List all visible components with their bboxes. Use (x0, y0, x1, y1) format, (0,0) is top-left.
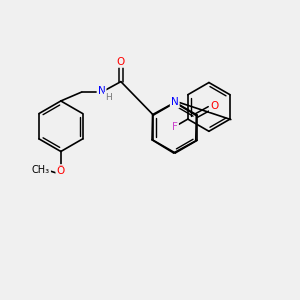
Text: H: H (105, 93, 112, 102)
Text: N: N (98, 86, 105, 96)
Text: O: O (210, 101, 218, 111)
Text: CH₃: CH₃ (32, 165, 50, 175)
Text: F: F (172, 122, 178, 131)
Text: N: N (171, 98, 178, 107)
Text: O: O (57, 165, 65, 175)
Text: O: O (57, 167, 65, 176)
Text: O: O (117, 57, 125, 67)
